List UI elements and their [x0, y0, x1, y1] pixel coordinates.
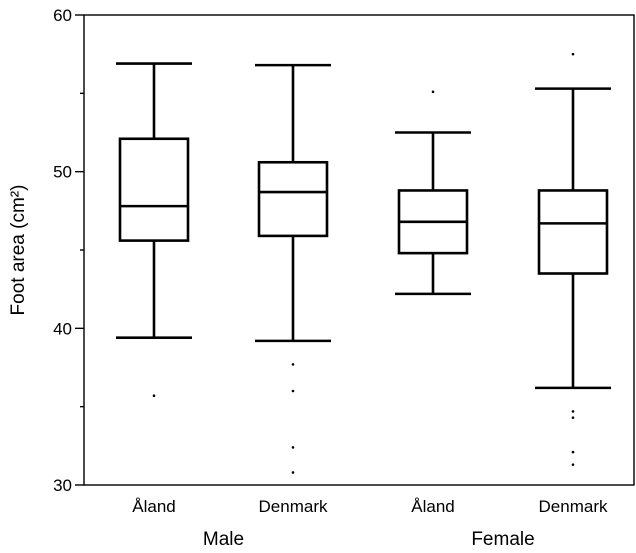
x-axis: Åland Denmark Male Åland Denmark Female	[132, 497, 608, 550]
outlier-point	[431, 90, 435, 94]
outlier-point	[291, 363, 295, 366]
y-tick-label: 30	[53, 476, 72, 495]
group-label-male: Male	[203, 529, 244, 550]
outlier-point	[291, 389, 295, 393]
box-male-0	[116, 62, 192, 398]
y-tick-label: 50	[53, 163, 72, 182]
outlier-point	[291, 446, 295, 449]
boxes-layer	[116, 52, 611, 474]
category-label: Denmark	[259, 497, 328, 516]
outlier-point	[571, 416, 575, 419]
plot-frame	[83, 14, 635, 486]
iqr-box	[537, 189, 609, 275]
box-female-2	[395, 90, 471, 296]
outlier-point	[291, 471, 295, 474]
iqr-box	[257, 160, 329, 238]
box-male-1	[255, 63, 331, 474]
box-female-3	[535, 52, 611, 466]
outlier-point	[571, 463, 575, 466]
category-label: Denmark	[539, 497, 608, 516]
y-tick-label: 40	[53, 319, 72, 338]
outlier-point	[571, 410, 575, 413]
y-axis-title: Foot area (cm²)	[8, 185, 29, 316]
iqr-box	[118, 137, 190, 242]
category-label: Åland	[411, 497, 454, 516]
group-label-female: Female	[471, 529, 534, 550]
outlier-point	[152, 394, 156, 398]
outlier-point	[571, 52, 575, 56]
y-tick-label: 60	[53, 6, 72, 25]
y-axis: 30 40 50 60	[53, 6, 84, 495]
outlier-point	[571, 450, 575, 454]
category-label: Åland	[132, 497, 175, 516]
